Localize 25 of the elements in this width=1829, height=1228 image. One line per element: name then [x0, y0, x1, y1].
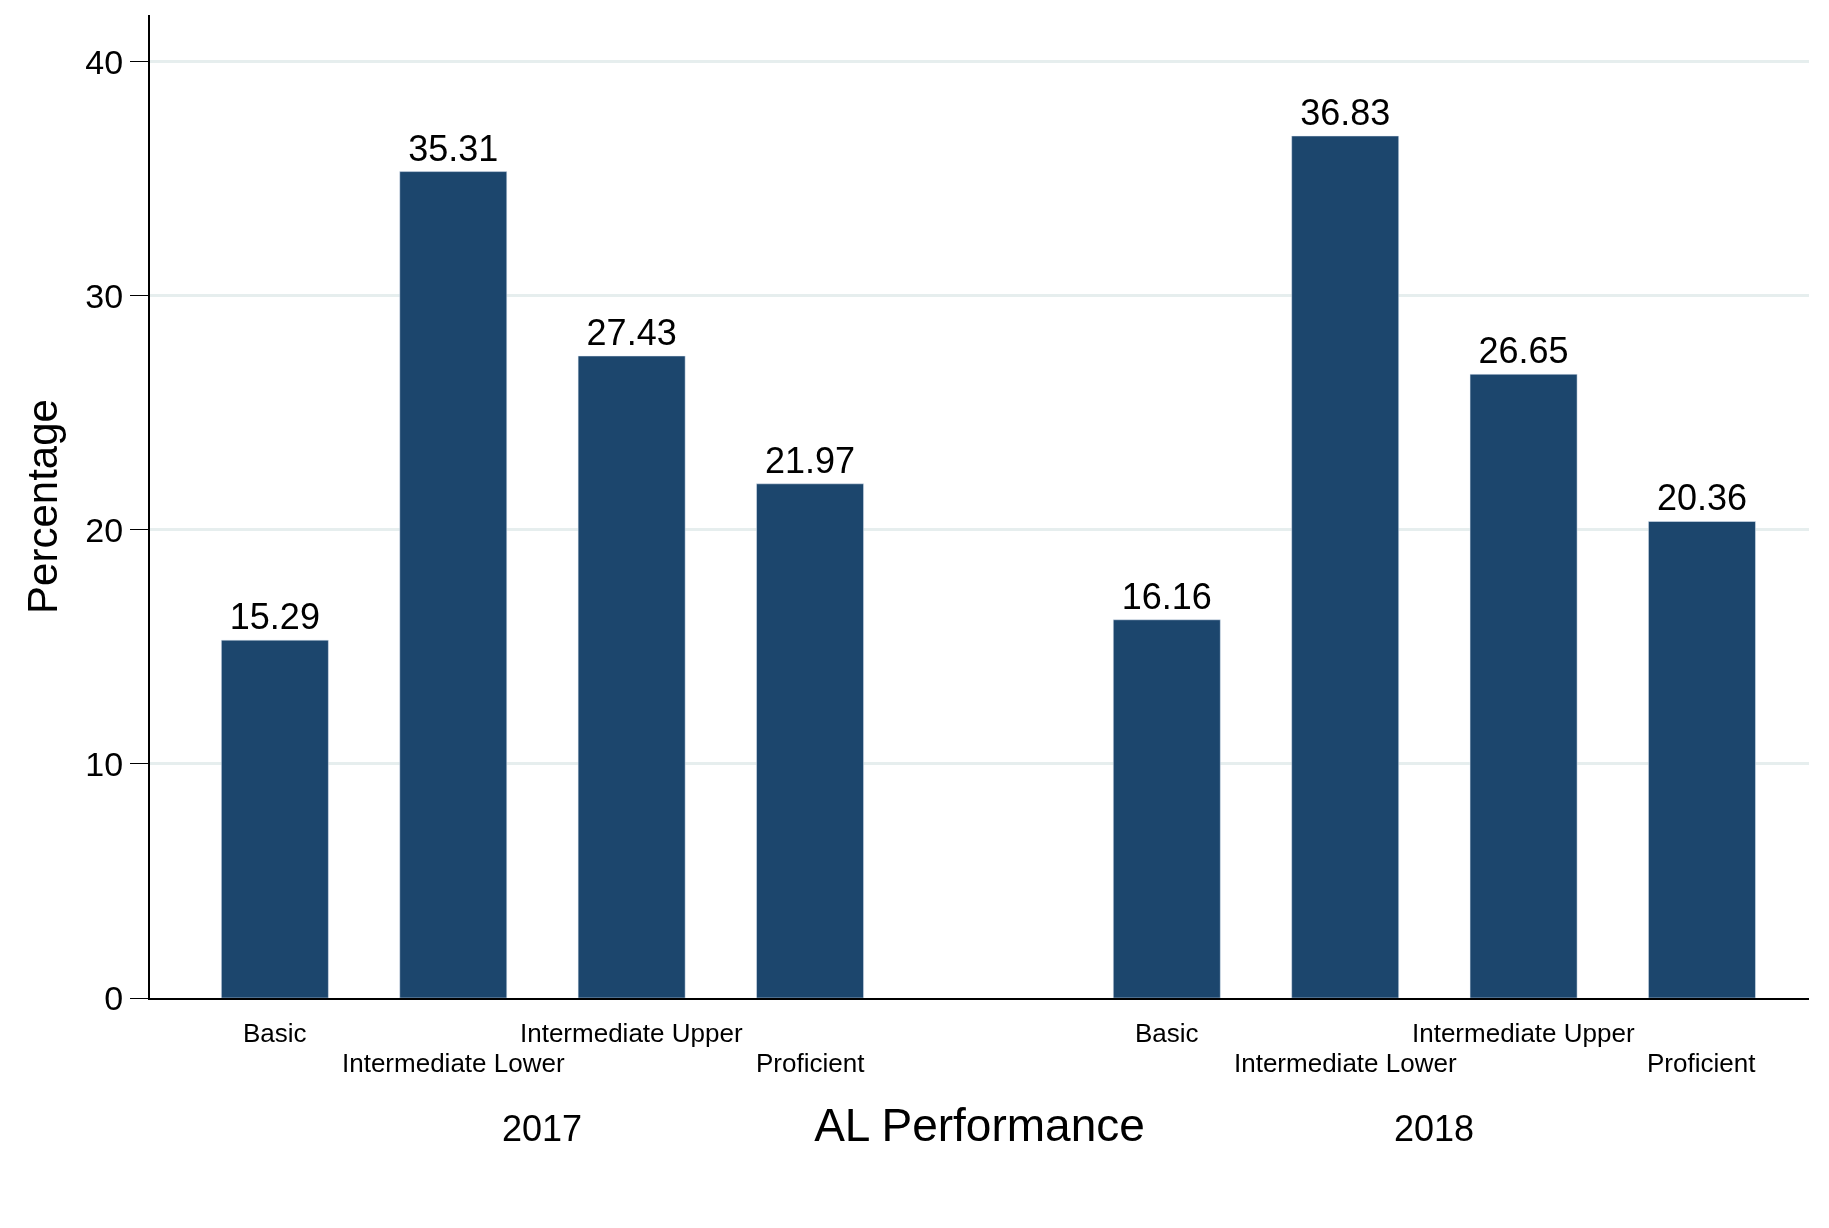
data-label: 36.83	[1300, 92, 1391, 133]
data-label: 15.29	[229, 596, 320, 638]
x-tick-label: Basic	[243, 1018, 307, 1048]
x-tick-label: Intermediate Lower	[1234, 1048, 1457, 1078]
y-tick-label: 10	[85, 744, 124, 783]
y-tick-label: 30	[85, 276, 124, 315]
data-label: 27.43	[586, 312, 677, 354]
data-label: 20.36	[1656, 477, 1748, 519]
text: 2017	[502, 1108, 583, 1149]
x-tick-label: Proficient	[756, 1048, 866, 1078]
y-tick-label: 40	[85, 42, 124, 81]
text: 2018	[1394, 1108, 1475, 1149]
y-axis-title: Percentage	[18, 399, 66, 614]
y-tick-label: 0	[104, 978, 124, 1017]
data-label: 21.97	[764, 439, 856, 481]
x-tick-label: Basic	[1135, 1018, 1199, 1048]
y-tick-label: 20	[85, 510, 124, 549]
x-tick-label: Intermediate Upper	[520, 1018, 743, 1048]
x-tick-label: Intermediate Lower	[342, 1048, 565, 1078]
x-tick-label: Intermediate Upper	[1412, 1018, 1635, 1048]
data-label: 35.31	[408, 127, 499, 169]
x-axis-title: AL Performance	[814, 1099, 1145, 1152]
data-label: 26.65	[1478, 330, 1569, 372]
data-label: 16.16	[1121, 575, 1212, 617]
x-tick-label: Proficient	[1647, 1048, 1757, 1078]
